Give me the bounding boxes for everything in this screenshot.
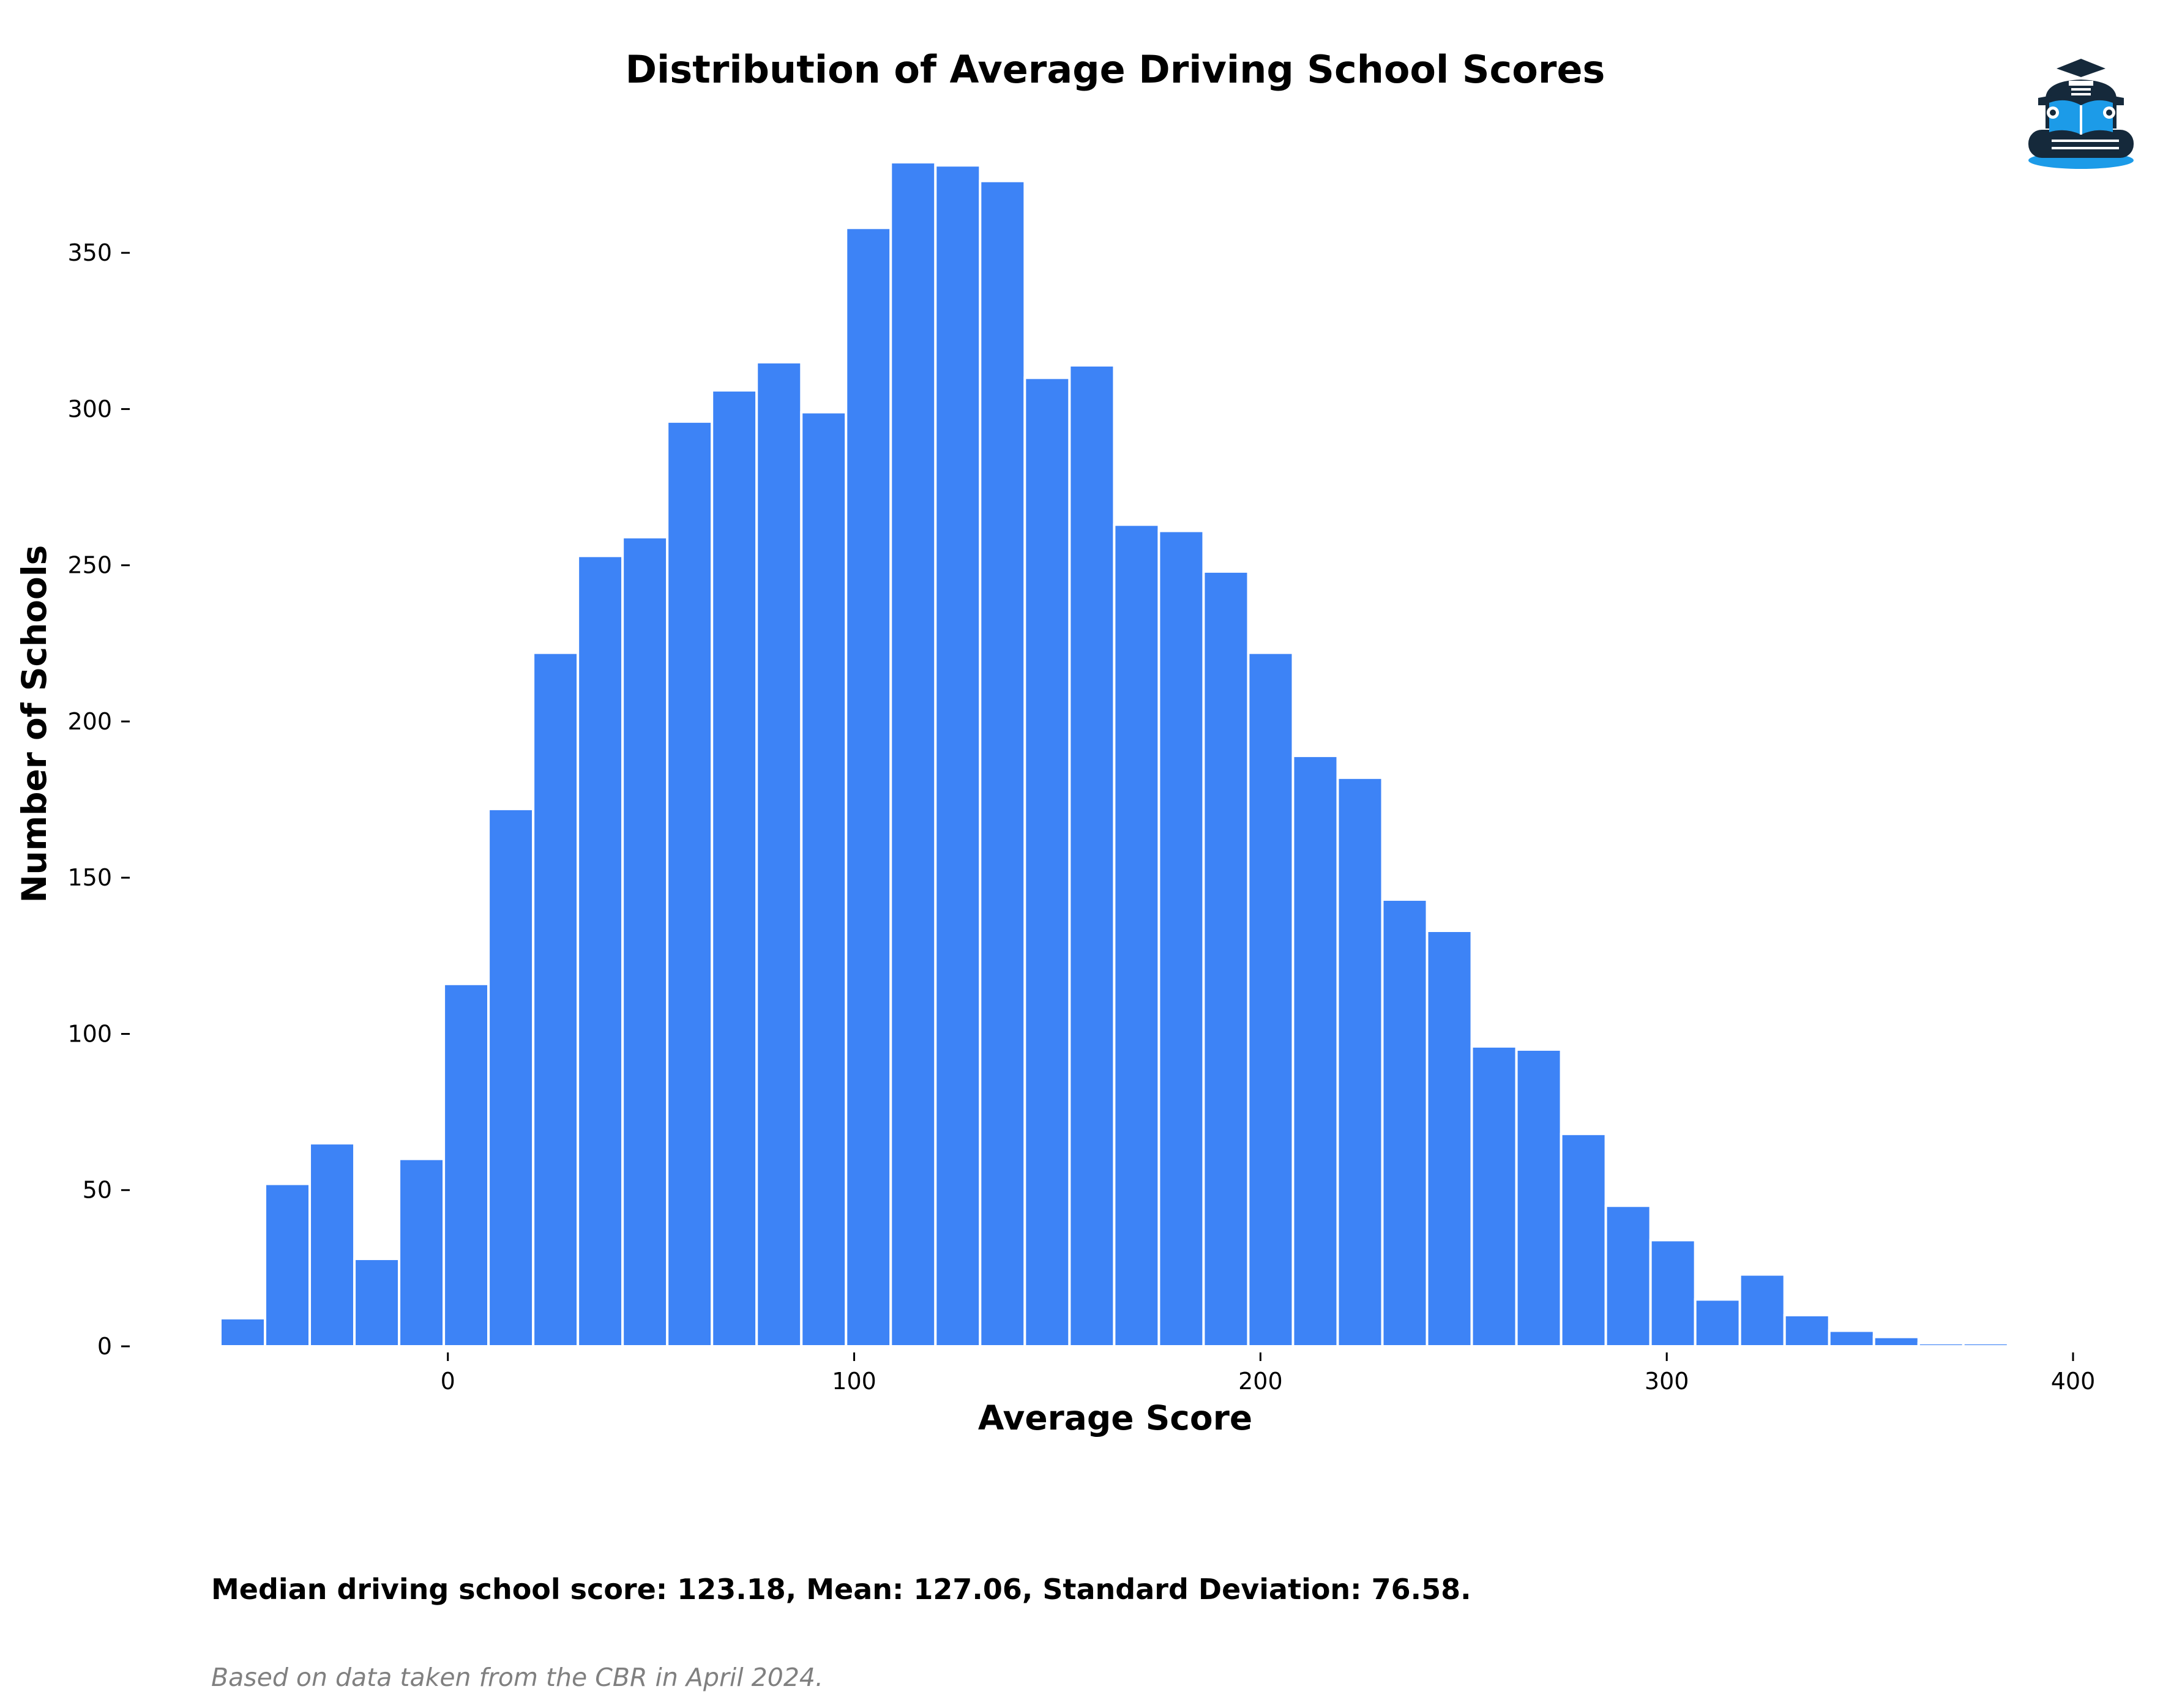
histogram-bar bbox=[353, 1258, 401, 1348]
histogram-bar bbox=[1649, 1239, 1697, 1348]
histogram-bar bbox=[1872, 1335, 1920, 1348]
histogram-bars bbox=[219, 161, 2009, 1348]
histogram-bar bbox=[800, 411, 848, 1348]
histogram-bar bbox=[1113, 523, 1160, 1348]
histogram-bar bbox=[532, 651, 580, 1348]
x-axis: 0 100 200 300 400 bbox=[441, 1352, 2096, 1395]
histogram-bar bbox=[1560, 1132, 1607, 1348]
histogram-bar bbox=[1515, 1048, 1563, 1348]
y-tick-label: 0 bbox=[97, 1333, 112, 1360]
x-axis-label: Average Score bbox=[978, 1398, 1252, 1438]
histogram-bar bbox=[1425, 930, 1473, 1348]
histogram-bar bbox=[979, 179, 1026, 1348]
histogram-bar bbox=[1157, 529, 1205, 1348]
y-tick-label: 50 bbox=[83, 1177, 112, 1204]
histogram-bar bbox=[219, 1317, 267, 1348]
histogram-bar bbox=[443, 982, 490, 1348]
histogram-bar bbox=[487, 807, 535, 1348]
histogram-bar bbox=[1738, 1273, 1786, 1348]
histogram-bar bbox=[1917, 1341, 1965, 1348]
y-axis: 0 50 100 150 200 250 300 350 bbox=[67, 239, 130, 1360]
histogram-bar bbox=[621, 535, 669, 1348]
histogram-bar bbox=[1783, 1313, 1831, 1348]
histogram-bar bbox=[1068, 364, 1116, 1348]
histogram-bar bbox=[711, 389, 758, 1348]
x-tick-label: 100 bbox=[832, 1368, 876, 1395]
x-tick-label: 200 bbox=[1238, 1368, 1283, 1395]
histogram-bar bbox=[1828, 1329, 1875, 1348]
source-note: Based on data taken from the CBR in Apri… bbox=[211, 1663, 824, 1692]
histogram-bar bbox=[1202, 570, 1250, 1348]
histogram-bar bbox=[1962, 1341, 2009, 1348]
histogram-bar bbox=[1023, 376, 1071, 1348]
histogram-bar bbox=[934, 164, 982, 1348]
histogram-bar bbox=[1336, 776, 1384, 1348]
histogram-bar bbox=[1247, 651, 1295, 1348]
histogram-bar bbox=[308, 1142, 356, 1348]
x-tick-label: 400 bbox=[2051, 1368, 2096, 1395]
y-tick-label: 350 bbox=[67, 239, 112, 266]
histogram-bar bbox=[1694, 1298, 1741, 1348]
histogram-bar bbox=[845, 226, 892, 1348]
y-axis-label: Number of Schools bbox=[15, 545, 54, 903]
y-tick-label: 300 bbox=[67, 395, 112, 422]
chart-title: Distribution of Average Driving School S… bbox=[626, 47, 1605, 92]
x-tick-label: 0 bbox=[441, 1368, 455, 1395]
histogram-bar bbox=[398, 1157, 446, 1348]
histogram-bar bbox=[1381, 898, 1429, 1348]
histogram-bar bbox=[666, 420, 714, 1348]
y-tick-label: 200 bbox=[67, 708, 112, 735]
y-tick-label: 100 bbox=[67, 1020, 112, 1047]
driving-school-logo-icon bbox=[2028, 59, 2134, 169]
x-tick-label: 300 bbox=[1645, 1368, 1689, 1395]
histogram-bar bbox=[264, 1182, 312, 1348]
histogram-bar bbox=[577, 554, 624, 1348]
summary-statistics: Median driving school score: 123.18, Mea… bbox=[211, 1573, 1471, 1606]
histogram-bar bbox=[1291, 755, 1339, 1348]
histogram-bar bbox=[1470, 1045, 1518, 1348]
histogram-bar bbox=[889, 161, 937, 1348]
histogram-bar bbox=[755, 360, 803, 1348]
histogram-bar bbox=[1604, 1204, 1652, 1348]
y-tick-label: 250 bbox=[67, 552, 112, 579]
y-tick-label: 150 bbox=[67, 864, 112, 891]
